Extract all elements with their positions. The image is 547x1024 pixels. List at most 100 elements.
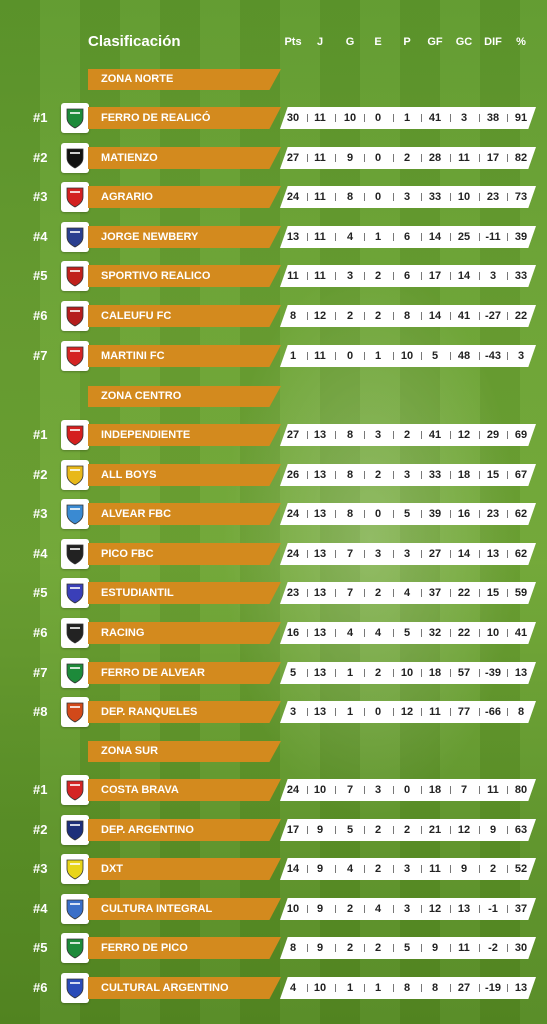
- stat-separator: [364, 708, 365, 716]
- stat-e: 1: [374, 350, 382, 362]
- stat-gf: 11: [429, 863, 441, 875]
- stat-p: 3: [403, 903, 411, 915]
- team-name[interactable]: FERRO DE ALVEAR: [88, 662, 281, 684]
- stat-separator: [421, 589, 422, 597]
- stat-separator: [364, 669, 365, 677]
- stat-separator: [364, 905, 365, 913]
- team-name[interactable]: DEP. RANQUELES: [88, 701, 281, 723]
- stat-separator: [335, 272, 336, 280]
- independiente-crest-icon: [61, 420, 89, 450]
- stat-separator: [449, 193, 451, 201]
- stat-dif: 23: [486, 508, 500, 520]
- stat-p: 4: [403, 587, 411, 599]
- stat-gc: 7: [460, 784, 468, 796]
- stat-separator: [364, 550, 365, 558]
- stat-separator: [392, 905, 394, 913]
- stat-gc: 9: [460, 863, 468, 875]
- stat-g: 7: [346, 784, 354, 796]
- stat-separator: [478, 154, 480, 162]
- stat-separator: [306, 669, 308, 677]
- team-name[interactable]: ESTUDIANTIL: [88, 582, 281, 604]
- team-name[interactable]: CULTURAL ARGENTINO: [88, 977, 281, 999]
- stat-gc: 16: [457, 508, 471, 520]
- zone-header: ZONA NORTE: [88, 69, 281, 90]
- stat-g: 4: [346, 627, 354, 639]
- team-stats: 26 13 8 2 3 33 18 15 67: [280, 464, 536, 486]
- stat-separator: [421, 352, 422, 360]
- team-name[interactable]: MARTINI FC: [88, 345, 281, 367]
- stat-separator: [421, 708, 422, 716]
- stat-separator: [335, 233, 336, 241]
- crest-shield-shape: [66, 266, 84, 287]
- team-name[interactable]: AGRARIO: [88, 186, 281, 208]
- stat-e: 2: [374, 310, 382, 322]
- stat-separator: [449, 431, 451, 439]
- stat-separator: [306, 431, 308, 439]
- team-name[interactable]: JORGE NEWBERY: [88, 226, 281, 248]
- stat-dif: 9: [489, 824, 497, 836]
- stat-e: 3: [374, 784, 382, 796]
- stat-separator: [364, 114, 365, 122]
- team-stats: 24 11 8 0 3 33 10 23 73: [280, 186, 536, 208]
- team-name[interactable]: CULTURA INTEGRAL: [88, 898, 281, 920]
- stat-gc: 14: [457, 548, 471, 560]
- team-name[interactable]: MATIENZO: [88, 147, 281, 169]
- stat-separator: [478, 550, 480, 558]
- team-name[interactable]: INDEPENDIENTE: [88, 424, 281, 446]
- team-name[interactable]: DEP. ARGENTINO: [88, 819, 281, 841]
- team-name[interactable]: COSTA BRAVA: [88, 779, 281, 801]
- column-header-gf: GF: [427, 36, 443, 48]
- stat-separator: [421, 984, 422, 992]
- team-rank: #6: [33, 625, 48, 640]
- team-name[interactable]: ALL BOYS: [88, 464, 281, 486]
- stat-j: 11: [314, 152, 326, 164]
- team-name[interactable]: FERRO DE REALICÓ: [88, 107, 281, 129]
- stat-j: 13: [313, 548, 327, 560]
- stat-separator: [335, 352, 336, 360]
- stat-gf: 41: [428, 429, 442, 441]
- stat-dif: -43: [485, 350, 501, 362]
- stat-separator: [507, 826, 508, 834]
- team-rank: #5: [33, 940, 48, 955]
- stat-separator: [306, 865, 308, 873]
- stat-separator: [507, 312, 508, 320]
- stat-separator: [335, 786, 336, 794]
- costa-brava-crest-icon: [61, 775, 89, 805]
- stat-dif: 38: [486, 112, 500, 124]
- stat-pct: 30: [514, 942, 528, 954]
- stat-pts: 17: [286, 824, 300, 836]
- stat-separator: [392, 550, 394, 558]
- stat-separator: [421, 865, 422, 873]
- stat-pts: 8: [289, 942, 297, 954]
- stat-pct: 52: [514, 863, 528, 875]
- team-stats: 27 11 9 0 2 28 11 17 82: [280, 147, 536, 169]
- stat-dif: -19: [485, 982, 501, 994]
- stat-separator: [392, 669, 394, 677]
- stat-separator: [421, 471, 422, 479]
- stat-g: 8: [346, 429, 354, 441]
- stat-p: 8: [403, 310, 411, 322]
- stat-separator: [449, 944, 451, 952]
- stat-separator: [364, 629, 365, 637]
- team-name[interactable]: ALVEAR FBC: [88, 503, 281, 525]
- stat-gf: 11: [429, 706, 441, 718]
- stat-gf: 8: [431, 982, 439, 994]
- team-name[interactable]: DXT: [88, 858, 281, 880]
- stat-g: 10: [343, 112, 357, 124]
- stat-gf: 32: [428, 627, 442, 639]
- stat-separator: [421, 154, 422, 162]
- team-name[interactable]: CALEUFU FC: [88, 305, 281, 327]
- stat-dif: -27: [485, 310, 501, 322]
- stat-separator: [478, 944, 480, 952]
- team-name[interactable]: PICO FBC: [88, 543, 281, 565]
- team-name[interactable]: RACING: [88, 622, 281, 644]
- stat-separator: [507, 905, 508, 913]
- stat-separator: [364, 154, 365, 162]
- team-name[interactable]: SPORTIVO REALICO: [88, 265, 281, 287]
- team-name[interactable]: FERRO DE PICO: [88, 937, 281, 959]
- stat-separator: [507, 550, 508, 558]
- stat-e: 2: [374, 469, 382, 481]
- stat-separator: [449, 471, 451, 479]
- stat-e: 2: [374, 863, 382, 875]
- crest-shield-shape: [66, 663, 84, 684]
